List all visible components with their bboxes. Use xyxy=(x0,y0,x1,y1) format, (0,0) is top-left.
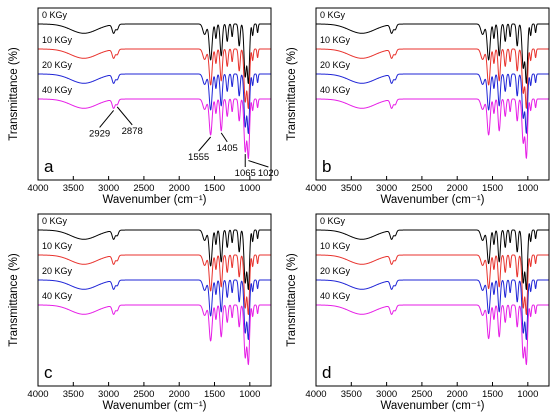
chart-panel-d: 0 KGy 10 KGy 20 KGy 40 KGy 4000 3500 3000 2500 2… xyxy=(286,213,550,412)
x-axis-title: Wavenumber (cm⁻¹) xyxy=(102,194,206,206)
annotation-leader xyxy=(116,106,133,126)
peak-annotation: 1065 xyxy=(235,168,256,179)
plot-frame xyxy=(315,7,550,181)
panel-letter: a xyxy=(44,157,54,176)
x-axis-title: Wavenumber (cm⁻¹) xyxy=(380,194,484,206)
series-label-10-kgy: 10 KGy xyxy=(42,241,73,251)
x-tick-label: 4000 xyxy=(305,389,326,400)
series-line-0-kgy xyxy=(315,229,550,291)
x-tick-label: 2000 xyxy=(447,389,468,400)
x-tick-label: 3500 xyxy=(341,389,362,400)
series-line-0-kgy xyxy=(37,229,272,291)
annotation-leader xyxy=(220,132,228,143)
series-label-20-kgy: 20 KGy xyxy=(42,60,73,70)
x-tick-label: 3000 xyxy=(98,389,119,400)
panel-letter: b xyxy=(322,157,331,176)
series-label-40-kgy: 40 KGy xyxy=(42,291,73,301)
series-label-40-kgy: 40 KGy xyxy=(320,291,351,301)
x-tick-label: 2000 xyxy=(447,183,468,194)
x-tick-label: 3000 xyxy=(376,183,397,194)
panel-letter: c xyxy=(44,363,53,382)
series-line-20-kgy xyxy=(315,73,550,134)
x-tick-label: 1000 xyxy=(239,389,260,400)
y-axis-title: Transmittance (%) xyxy=(8,253,20,347)
peak-annotation: 1555 xyxy=(188,152,209,163)
series-line-10-kgy xyxy=(37,254,272,316)
y-axis-title: Transmittance (%) xyxy=(286,47,298,141)
series-line-10-kgy xyxy=(315,254,550,316)
x-tick-label: 3000 xyxy=(98,183,119,194)
series-label-0-kgy: 0 KGy xyxy=(320,10,346,20)
series-label-20-kgy: 20 KGy xyxy=(42,266,73,276)
series-line-10-kgy xyxy=(315,48,550,109)
chart-panel-c: 0 KGy 10 KGy 20 KGy 40 KGy 4000 3500 3000 2500 2… xyxy=(8,213,272,412)
series-label-0-kgy: 0 KGy xyxy=(320,216,346,226)
x-tick-label: 1500 xyxy=(482,389,503,400)
y-axis-title: Transmittance (%) xyxy=(286,253,298,347)
x-tick-label: 2000 xyxy=(169,389,190,400)
panel-letter: d xyxy=(322,363,331,382)
plot-frame xyxy=(37,7,272,181)
plot-frame xyxy=(315,213,550,387)
annotation-leader xyxy=(198,136,212,152)
x-tick-label: 1500 xyxy=(204,389,225,400)
series-line-0-kgy xyxy=(37,23,272,85)
x-tick-label: 1000 xyxy=(239,183,260,194)
series-label-10-kgy: 10 KGy xyxy=(320,35,351,45)
x-tick-label: 3500 xyxy=(63,389,84,400)
chart-panel-b: 0 KGy 10 KGy 20 KGy 40 KGy 4000 3500 3000 2500 2… xyxy=(286,7,550,206)
annotation-leader xyxy=(99,110,115,128)
series-line-40-kgy xyxy=(37,304,272,366)
annotation-leader xyxy=(248,160,269,168)
series-line-20-kgy xyxy=(37,73,272,135)
series-line-40-kgy xyxy=(315,98,550,159)
series-label-10-kgy: 10 KGy xyxy=(42,35,73,45)
x-tick-label: 1000 xyxy=(517,389,538,400)
series-label-10-kgy: 10 KGy xyxy=(320,241,351,251)
x-tick-label: 4000 xyxy=(27,183,48,194)
series-line-20-kgy xyxy=(315,279,550,341)
peak-annotation: 2929 xyxy=(89,128,110,139)
x-tick-label: 4000 xyxy=(305,183,326,194)
series-label-20-kgy: 20 KGy xyxy=(320,266,351,276)
x-tick-label: 1500 xyxy=(204,183,225,194)
series-line-40-kgy xyxy=(37,98,272,160)
x-tick-label: 3500 xyxy=(341,183,362,194)
plot-frame xyxy=(37,213,272,387)
series-line-0-kgy xyxy=(315,23,550,84)
series-label-40-kgy: 40 KGy xyxy=(320,85,351,95)
y-axis-title: Transmittance (%) xyxy=(8,47,20,141)
x-tick-label: 3000 xyxy=(376,389,397,400)
series-label-40-kgy: 40 KGy xyxy=(42,85,73,95)
x-tick-label: 1000 xyxy=(517,183,538,194)
x-tick-label: 2000 xyxy=(169,183,190,194)
series-line-20-kgy xyxy=(37,279,272,341)
x-tick-label: 1500 xyxy=(482,183,503,194)
series-label-0-kgy: 0 KGy xyxy=(42,10,68,20)
x-tick-label: 2500 xyxy=(133,389,154,400)
x-tick-label: 2500 xyxy=(411,389,432,400)
x-tick-label: 2500 xyxy=(133,183,154,194)
peak-annotation: 1405 xyxy=(217,143,238,154)
x-tick-label: 2500 xyxy=(411,183,432,194)
series-label-0-kgy: 0 KGy xyxy=(42,216,68,226)
series-line-10-kgy xyxy=(37,48,272,110)
x-axis-title: Wavenumber (cm⁻¹) xyxy=(102,400,206,412)
x-axis-title: Wavenumber (cm⁻¹) xyxy=(380,400,484,412)
peak-annotation: 2878 xyxy=(122,126,143,137)
series-label-20-kgy: 20 KGy xyxy=(320,60,351,70)
chart-panel-a: 0 KGy 10 KGy 20 KGy 40 KGy 4000 3500 3000 2500 2… xyxy=(8,7,279,206)
series-line-40-kgy xyxy=(315,304,550,366)
x-tick-label: 3500 xyxy=(63,183,84,194)
x-tick-label: 4000 xyxy=(27,389,48,400)
peak-annotation: 1020 xyxy=(258,168,279,179)
